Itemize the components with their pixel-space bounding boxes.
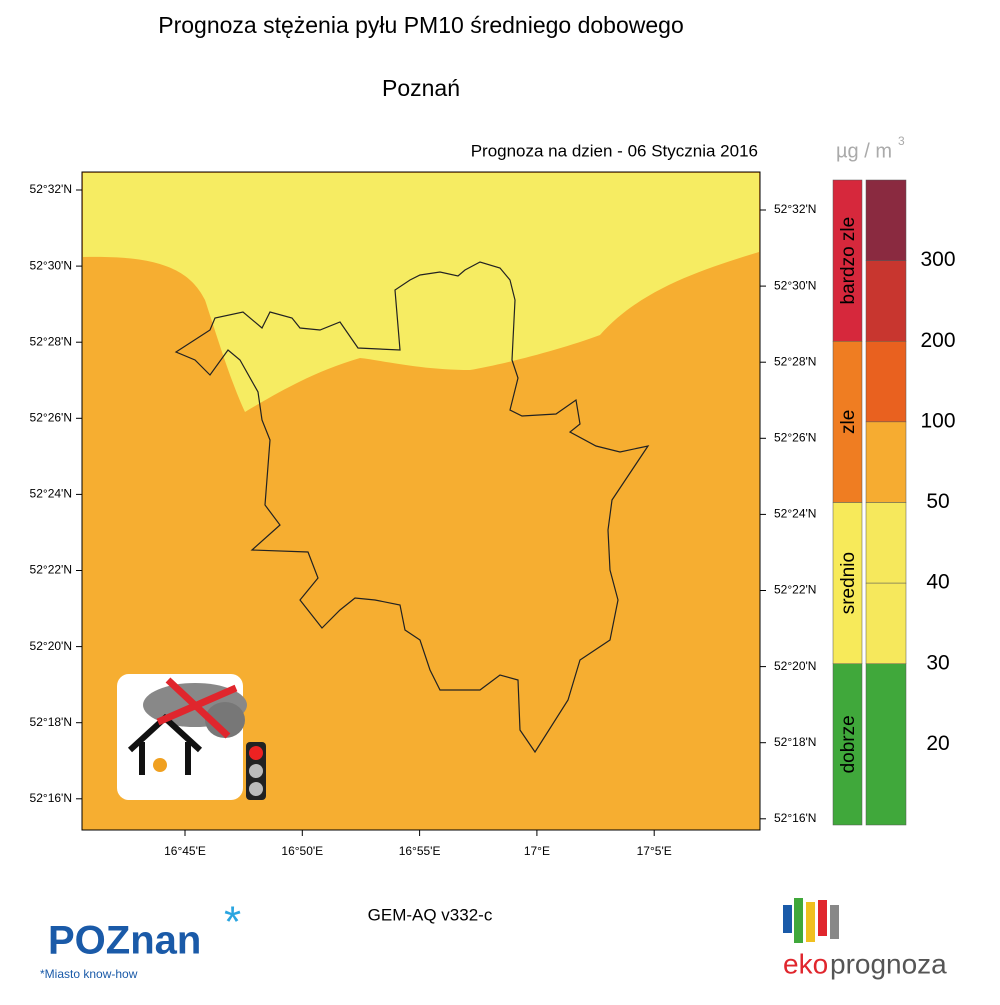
lat-label-right: 52°16'N [774, 811, 816, 825]
title: Prognoza stężenia pyłu PM10 średniego do… [158, 12, 684, 38]
unit-exponent: 3 [898, 134, 905, 148]
lat-label-right: 52°22'N [774, 583, 816, 597]
legend-category [832, 179, 863, 342]
legend-band [865, 179, 907, 261]
legend-category-label: dobrze [838, 715, 859, 773]
unit: µg / m [836, 140, 892, 162]
lat-label-right: 52°18'N [774, 735, 816, 749]
lat-label-left: 52°28'N [30, 334, 72, 348]
scale-label: 40 [926, 571, 949, 594]
legend-band [865, 341, 907, 423]
legend-band [865, 663, 907, 826]
lon-label: 17°5'E [637, 844, 672, 858]
lat-label-right: 52°30'N [774, 278, 816, 292]
subtitle: Poznań [382, 75, 460, 101]
legend-band [865, 260, 907, 342]
lat-label-left: 52°32'N [30, 182, 72, 196]
city-slogan: *Miasto know-how [40, 967, 138, 981]
scale-label: 50 [926, 490, 949, 513]
scale-label: 20 [926, 732, 949, 755]
forecast-date: Prognoza na dzien - 06 Stycznia 2016 [471, 141, 758, 160]
city-logo: POZnan [48, 919, 201, 963]
lat-label-right: 52°20'N [774, 659, 816, 673]
model: GEM-AQ v332-c [368, 905, 493, 924]
legend-category-label: zle [838, 410, 859, 434]
eko-logo-bars [783, 898, 839, 943]
city-logo-star: * [224, 898, 241, 947]
legend-category-label: srednio [838, 552, 859, 614]
eko-suffix: prognoza [830, 948, 947, 979]
lat-label-left: 52°20'N [30, 639, 72, 653]
eko-prefix: eko [783, 948, 828, 979]
lat-label-right: 52°26'N [774, 430, 816, 444]
legend-band [865, 502, 907, 584]
lon-label: 16°45'E [164, 844, 206, 858]
lat-label-left: 52°24'N [30, 487, 72, 501]
scale-label: 100 [920, 409, 955, 432]
legend-category [832, 663, 863, 826]
lat-label-left: 52°18'N [30, 715, 72, 729]
legend-category-label: bardzo zle [838, 217, 859, 305]
legend-band [865, 421, 907, 503]
legend-band [865, 582, 907, 664]
lat-label-left: 52°30'N [30, 258, 72, 272]
lon-label: 17°E [524, 844, 550, 858]
legend-category [832, 502, 863, 664]
scale-label: 200 [920, 329, 955, 352]
lon-label: 16°55'E [399, 844, 441, 858]
map [81, 171, 761, 831]
lon-label: 16°50'E [281, 844, 323, 858]
legend-category [832, 341, 863, 503]
scale-label: 30 [926, 651, 949, 674]
lat-label-left: 52°22'N [30, 563, 72, 577]
legend: µg / m 3 [836, 134, 905, 162]
lat-label-right: 52°28'N [774, 354, 816, 368]
lat-label-left: 52°26'N [30, 410, 72, 424]
icon [117, 674, 266, 800]
scale-label: 300 [920, 248, 955, 271]
lat-label-right: 52°32'N [774, 202, 816, 216]
lat-label-left: 52°16'N [30, 791, 72, 805]
lat-label-right: 52°24'N [774, 507, 816, 521]
